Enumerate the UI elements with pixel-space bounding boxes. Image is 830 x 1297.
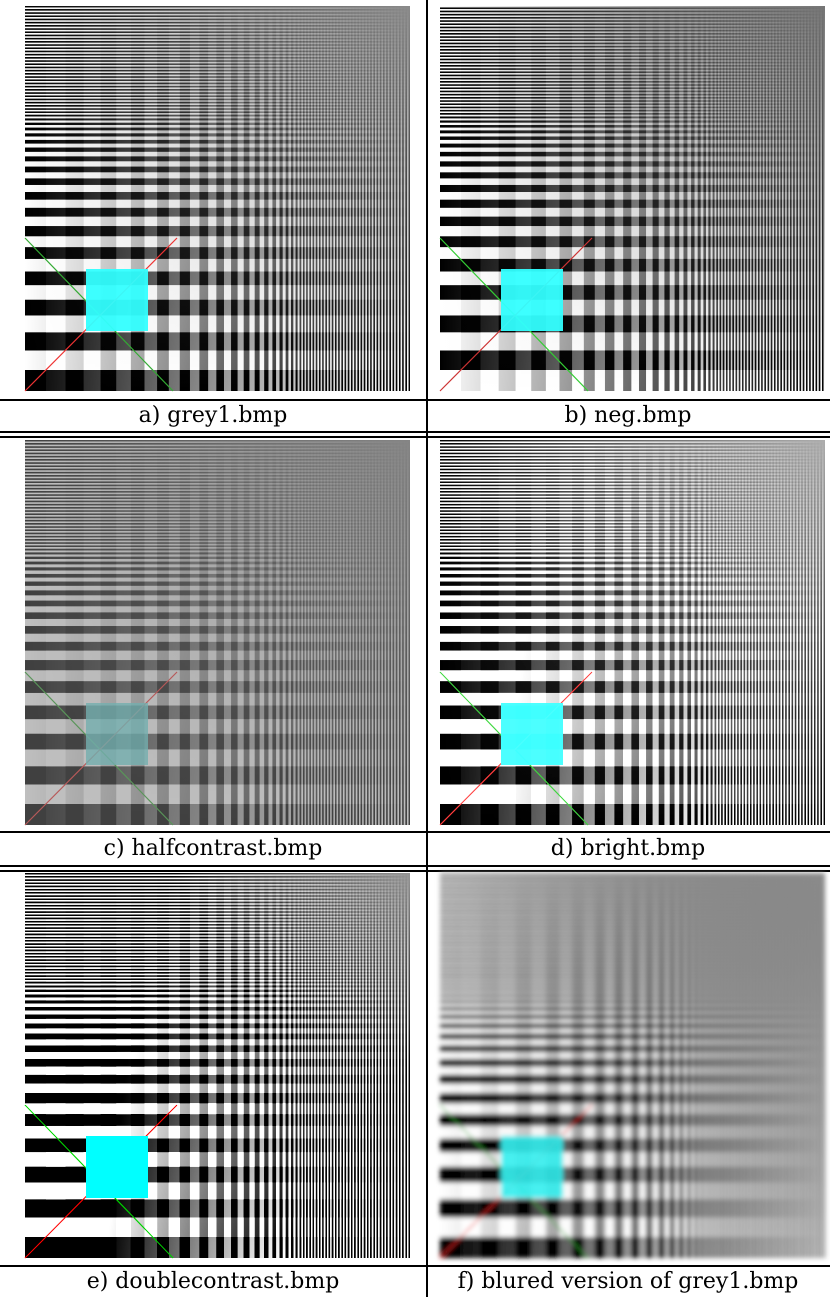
caption: e) doublecontrast.bmp: [87, 1269, 340, 1294]
caption: c) halfcontrast.bmp: [104, 836, 323, 861]
caption: b) neg.bmp: [565, 403, 692, 428]
images: [25, 6, 825, 1258]
figure: a) grey1.bmp b) neg.bmp c) halfcontrast.…: [0, 0, 830, 1297]
caption: d) bright.bmp: [551, 836, 705, 861]
test-image: [25, 6, 410, 391]
test-image: [440, 873, 825, 1258]
caption: f) blured version of grey1.bmp: [458, 1269, 799, 1294]
test-image: [440, 440, 825, 825]
test-image: [25, 873, 410, 1258]
test-image: [25, 440, 410, 825]
caption: a) grey1.bmp: [139, 403, 288, 428]
test-image: [440, 6, 825, 391]
